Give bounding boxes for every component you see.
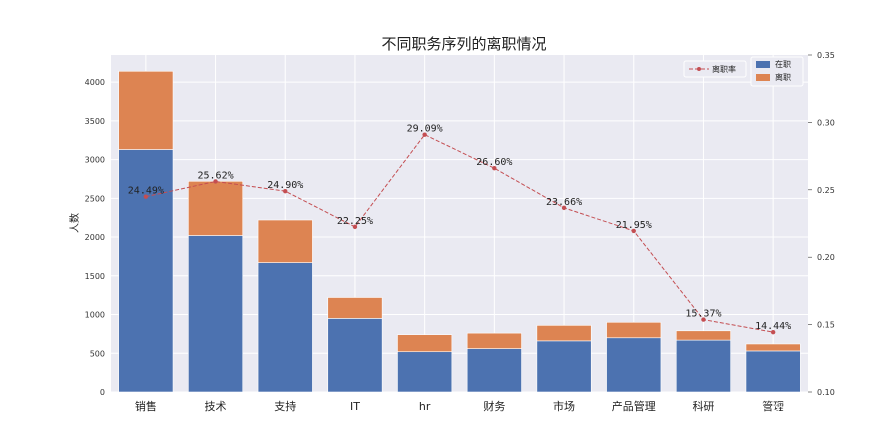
x-tick-label: 市场: [553, 399, 575, 413]
bar-0-6: [536, 340, 592, 393]
watermark: 知乎 @峰巅: [733, 399, 823, 419]
rate-label: 15.37%: [685, 309, 721, 320]
rate-point: [422, 132, 427, 137]
x-tick-label: 管理: [762, 399, 784, 413]
rate-label: 25.62%: [197, 170, 233, 181]
x-tick-label: 销售: [135, 399, 157, 413]
rate-label: 22.25%: [337, 216, 373, 227]
bar-1-6: [536, 325, 592, 342]
rate-point: [631, 228, 636, 234]
bar-1-0: [118, 70, 174, 150]
rate-label: 29.09%: [407, 124, 443, 135]
rate-point: [701, 317, 706, 322]
rate-label: 24.49%: [128, 186, 164, 197]
y2-axis-ticks: 0.10 0.15 0.20 0.25 0.30 0.35: [808, 51, 835, 397]
chart-title: 不同职务序列的离职情况: [381, 35, 546, 53]
bar-0-3: [327, 318, 383, 393]
y-tick-label: 1500: [85, 272, 105, 281]
bar-0-0: [118, 149, 174, 393]
x-tick-label: 财务: [483, 399, 505, 413]
x-tick-label: IT: [350, 400, 360, 413]
y2-tick-label: 0.10: [817, 388, 835, 397]
rate-point: [213, 179, 218, 184]
bar-0-8: [675, 339, 731, 393]
y2-tick-label: 0.30: [817, 118, 835, 127]
x-tick-label: 科研: [692, 399, 714, 413]
y-tick-label: 2000: [85, 233, 105, 242]
x-axis-ticks: 销售 技术 支持 IT hr 财务 市场 产品管理 科研 管理: [135, 399, 784, 413]
bar-0-1: [188, 235, 244, 393]
legend-bars: 在职 离职: [750, 56, 804, 87]
rate-label: 14.44%: [755, 321, 791, 332]
bar-0-4: [397, 351, 453, 393]
legend-bar-label-0: 在职: [775, 59, 791, 69]
rate-point: [561, 205, 567, 211]
y-tick-label: 500: [90, 349, 105, 358]
y2-tick-label: 0.35: [817, 51, 835, 60]
y-axis-ticks: 0 500 1000 1500 2000 2500 3000 3500 4000: [85, 78, 105, 397]
rate-label: 23.66%: [546, 197, 582, 208]
bar-1-7: [606, 321, 662, 339]
legend-bar-label-1: 离职: [775, 72, 791, 82]
x-tick-label: hr: [419, 400, 431, 413]
bar-0-7: [606, 337, 662, 393]
bar-0-5: [466, 348, 522, 393]
y-tick-label: 1000: [85, 311, 105, 320]
y-tick-label: 4000: [85, 78, 105, 87]
x-tick-label: 支持: [274, 399, 296, 413]
bar-0-2: [257, 262, 313, 393]
y-tick-label: 0: [100, 388, 105, 397]
rate-point: [143, 194, 149, 199]
bar-1-9: [745, 343, 801, 352]
x-tick-label: 技术: [205, 400, 227, 413]
rate-point: [352, 224, 358, 230]
bar-0-9: [745, 350, 801, 393]
bar-1-4: [397, 334, 453, 353]
y2-tick-label: 0.25: [817, 186, 835, 195]
rate-label: 21.95%: [616, 220, 652, 231]
rate-point: [492, 166, 497, 171]
bar-1-5: [466, 332, 522, 349]
rate-polyline: [145, 134, 774, 333]
bar-1-8: [675, 330, 731, 341]
y-tick-label: 3000: [85, 156, 105, 165]
rate-label: 24.90%: [267, 180, 303, 191]
bars: [118, 70, 801, 393]
rate-label: 26.60%: [476, 157, 512, 168]
rate-point: [770, 329, 776, 335]
bar-1-3: [327, 297, 383, 319]
bar-1-1: [188, 180, 244, 236]
bar-1-2: [257, 219, 313, 263]
y2-tick-label: 0.20: [817, 253, 835, 262]
legend-line-label: 离职率: [712, 64, 736, 74]
rate-line: 24.49% 25.62% 24.90% 22.25% 29.09% 26.60% 23.6…: [128, 124, 791, 335]
y-tick-label: 3500: [85, 117, 105, 126]
y-axis-label: 人数: [68, 213, 81, 233]
y2-tick-label: 0.15: [817, 321, 835, 330]
x-tick-label: 产品管理: [612, 399, 656, 413]
rate-point: [283, 188, 288, 194]
legend-line: 离职率: [683, 60, 747, 78]
y-tick-label: 2500: [85, 194, 105, 203]
